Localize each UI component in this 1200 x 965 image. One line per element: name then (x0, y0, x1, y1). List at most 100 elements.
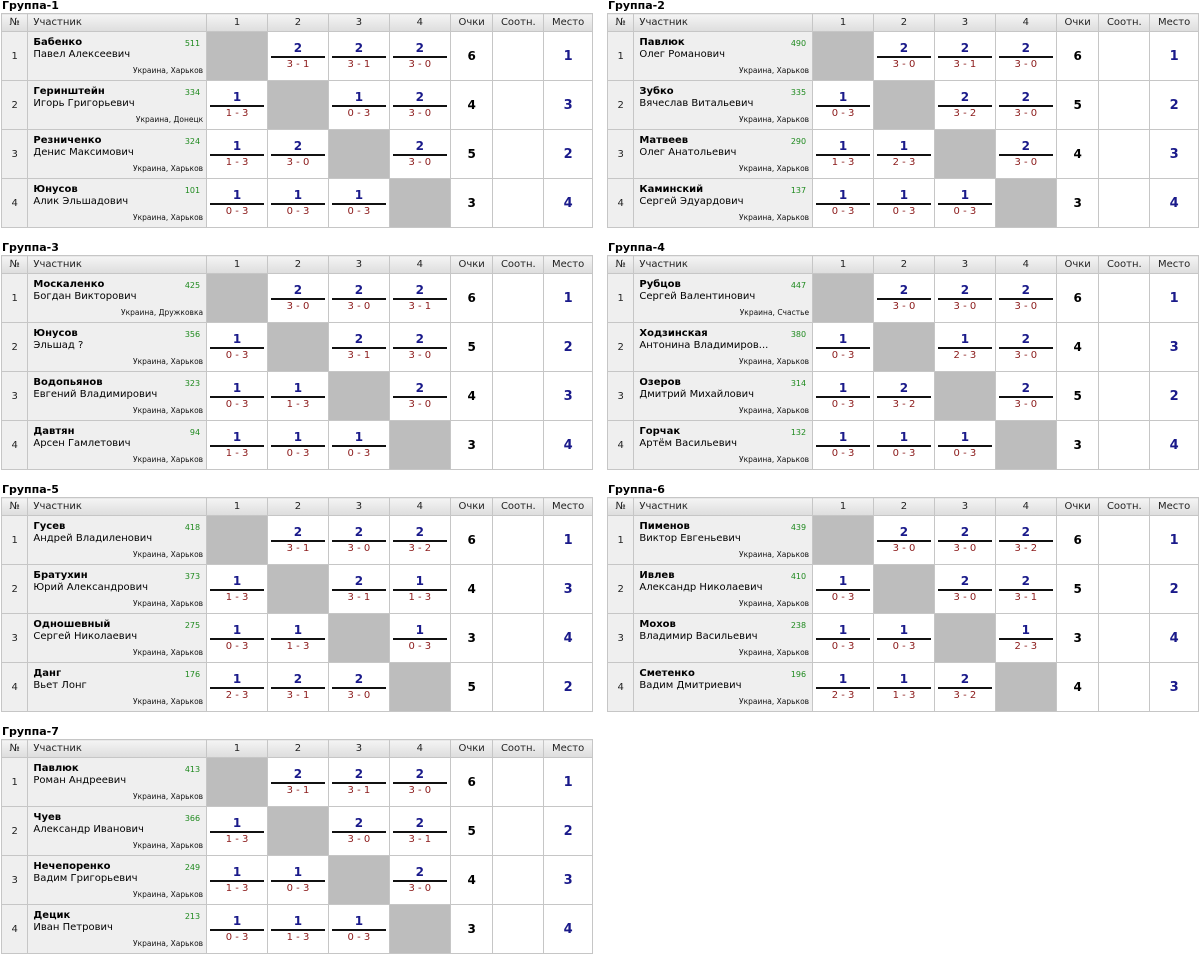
opp-header-1[interactable]: 1 (206, 497, 269, 516)
opp-header-4[interactable]: 4 (388, 739, 451, 758)
participant-cell[interactable]: Пименов Виктор Евгеньевич 439 Украина, Харь… (633, 515, 814, 565)
participant-header[interactable]: Участник (27, 255, 208, 274)
opp-header-2[interactable]: 2 (873, 255, 935, 274)
opp-header-1[interactable]: 1 (206, 255, 269, 274)
opp-header-1[interactable]: 1 (206, 739, 269, 758)
participant-header[interactable]: Участник (633, 497, 814, 516)
opp-header-4[interactable]: 4 (388, 255, 451, 274)
place-header[interactable]: Место (1149, 255, 1199, 274)
opp-header-4[interactable]: 4 (994, 497, 1057, 516)
opp-header-3[interactable]: 3 (933, 255, 996, 274)
opp-header-1[interactable]: 1 (812, 255, 875, 274)
num-header[interactable]: № (606, 255, 635, 274)
player-last-name[interactable]: Чуев (33, 812, 62, 823)
opp-header-2[interactable]: 2 (267, 497, 329, 516)
player-last-name[interactable]: Озеров (639, 377, 681, 388)
player-last-name[interactable]: Зубко (639, 86, 674, 97)
participant-cell[interactable]: Чуев Александр Иванович 366 Украина, Харько… (27, 806, 208, 856)
player-last-name[interactable]: Павлюк (639, 37, 685, 48)
opp-header-4[interactable]: 4 (388, 13, 451, 32)
participant-cell[interactable]: Геринштейн Игорь Григорьевич 334 Украина, Д… (27, 80, 208, 130)
points-header[interactable]: Очки (449, 13, 494, 32)
opp-header-3[interactable]: 3 (327, 739, 390, 758)
participant-cell[interactable]: Гусев Андрей Владиленович 418 Украина, Харь… (27, 515, 208, 565)
place-header[interactable]: Место (1149, 13, 1199, 32)
player-last-name[interactable]: Резниченко (33, 135, 102, 146)
opp-header-1[interactable]: 1 (812, 497, 875, 516)
player-last-name[interactable]: Павлюк (33, 763, 79, 774)
num-header[interactable]: № (0, 497, 29, 516)
points-header[interactable]: Очки (449, 255, 494, 274)
opp-header-1[interactable]: 1 (812, 13, 875, 32)
player-last-name[interactable]: Братухин (33, 570, 88, 581)
participant-header[interactable]: Участник (633, 255, 814, 274)
participant-cell[interactable]: Децик Иван Петрович 213 Украина, Харьков (27, 904, 208, 954)
points-header[interactable]: Очки (449, 497, 494, 516)
participant-cell[interactable]: Ходзинская Антонина Владимиров... 380 Украи… (633, 322, 814, 372)
participant-cell[interactable]: Ивлев Александр Николаевич 410 Украина, Хар… (633, 564, 814, 614)
place-header[interactable]: Место (543, 739, 593, 758)
participant-cell[interactable]: Одношевный Сергей Николаевич 275 Украина, Х… (27, 613, 208, 663)
participant-cell[interactable]: Павлюк Олег Романович 490 Украина, Харьков (633, 31, 814, 81)
opp-header-4[interactable]: 4 (388, 497, 451, 516)
